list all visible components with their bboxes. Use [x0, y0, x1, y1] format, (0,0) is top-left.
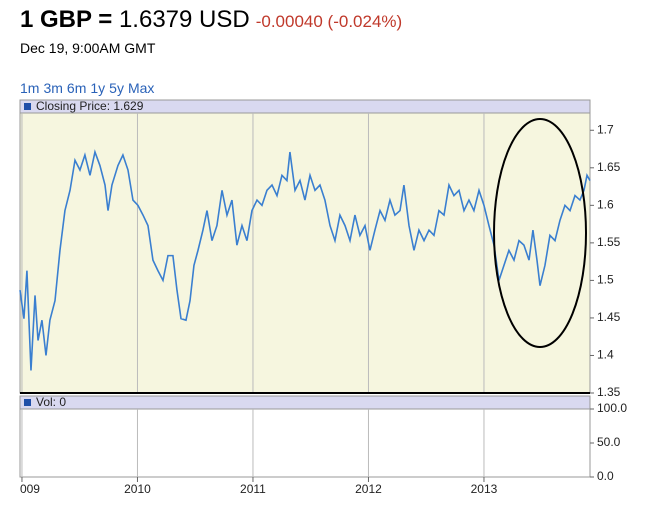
x-tick-label: 2011: [240, 482, 266, 496]
y-tick-label: 0.0: [597, 469, 614, 483]
legend-swatch: [24, 399, 31, 406]
range-link[interactable]: 1y: [90, 80, 106, 96]
x-tick-label: 009: [20, 482, 40, 496]
legend-bar: [19, 99, 591, 114]
y-tick-label: 100.0: [597, 401, 627, 415]
legend-text: Vol: 0: [36, 395, 66, 409]
plot-area: [19, 408, 591, 478]
price: 1.6379 USD: [118, 6, 250, 33]
timestamp: Dec 19, 9:00AM GMT: [20, 40, 156, 56]
y-tick-label: 1.7: [597, 122, 614, 136]
range-link[interactable]: 6m: [66, 80, 87, 96]
range-link[interactable]: 1m: [20, 80, 40, 96]
legend-text: Closing Price: 1.629: [36, 99, 144, 113]
plot-area: [19, 112, 591, 394]
header: 1 GBP = 1.6379 USD -0.00040 (-0.024%) Dec…: [20, 6, 402, 56]
y-tick-label: 1.55: [597, 235, 621, 249]
change: -0.00040 (-0.024%): [255, 12, 403, 31]
annotation-ellipse: [493, 118, 587, 348]
legend-swatch: [24, 103, 31, 110]
quote-line: 1 GBP = 1.6379 USD -0.00040 (-0.024%): [20, 6, 402, 34]
range-links: 1m 3m 6m 1y 5y Max: [20, 80, 158, 96]
y-tick-label: 1.65: [597, 160, 621, 174]
y-tick-label: 1.4: [597, 348, 614, 362]
x-tick-label: 2010: [124, 482, 151, 496]
y-tick-label: 50.0: [597, 435, 621, 449]
y-tick-label: 1.45: [597, 310, 621, 324]
x-tick-label: 2012: [355, 482, 382, 496]
y-tick-label: 1.35: [597, 385, 621, 399]
range-link[interactable]: 3m: [43, 80, 63, 96]
y-tick-label: 1.6: [597, 198, 614, 212]
x-tick-label: 2013: [471, 482, 498, 496]
range-link[interactable]: Max: [127, 80, 155, 96]
y-tick-label: 1.5: [597, 273, 614, 287]
pair: 1 GBP =: [20, 6, 113, 33]
range-link[interactable]: 5y: [109, 80, 124, 96]
legend-bar: [19, 395, 591, 410]
